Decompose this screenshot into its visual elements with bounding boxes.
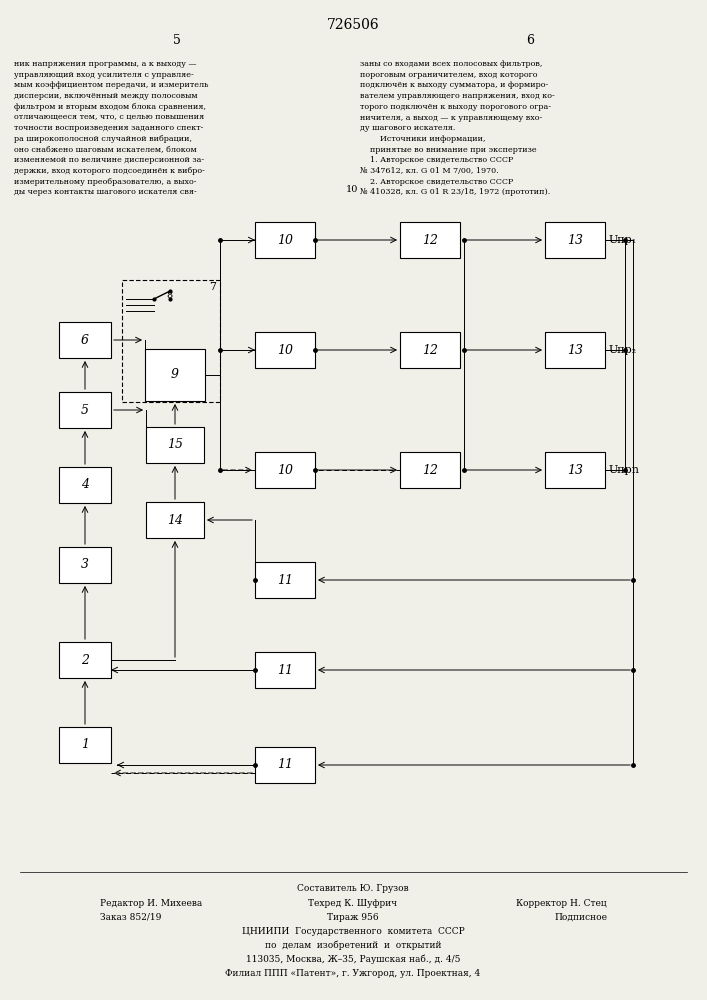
Text: 113035, Москва, Ж–35, Раушская наб., д. 4/5: 113035, Москва, Ж–35, Раушская наб., д. …	[246, 955, 460, 964]
Text: 10: 10	[277, 464, 293, 477]
Text: 13: 13	[567, 464, 583, 477]
Text: 10: 10	[346, 186, 358, 194]
Bar	[545, 452, 605, 488]
Text: 5: 5	[173, 33, 181, 46]
Text: ЦНИИПИ  Государственного  комитета  СССР: ЦНИИПИ Государственного комитета СССР	[242, 927, 464, 936]
Text: 8: 8	[166, 291, 172, 300]
Text: 10: 10	[277, 233, 293, 246]
Bar	[255, 452, 315, 488]
Text: Заказ 852/19: Заказ 852/19	[100, 913, 161, 922]
Text: Корректор Н. Стец: Корректор Н. Стец	[516, 899, 607, 908]
Text: 726506: 726506	[327, 18, 380, 32]
Text: 12: 12	[422, 464, 438, 477]
Text: 6: 6	[526, 33, 534, 46]
Bar	[59, 547, 111, 583]
Bar	[255, 332, 315, 368]
Bar	[545, 332, 605, 368]
Text: 13: 13	[567, 344, 583, 357]
Text: Uпр₂: Uпр₂	[609, 345, 637, 355]
Bar	[146, 502, 204, 538]
Text: Техред К. Шуфрич: Техред К. Шуфрич	[308, 899, 397, 908]
Text: Тираж 956: Тираж 956	[327, 913, 379, 922]
Text: заны со входами всех полосовых фильтров,
пороговым ограничителем, вход которого
: заны со входами всех полосовых фильтров,…	[360, 60, 555, 196]
Text: Uпр₁: Uпр₁	[609, 235, 637, 245]
Bar	[146, 427, 204, 463]
Bar	[59, 467, 111, 503]
Bar	[59, 322, 111, 358]
Bar	[59, 642, 111, 678]
Text: 7: 7	[209, 282, 216, 292]
Text: 9: 9	[171, 368, 179, 381]
Bar	[255, 652, 315, 688]
Text: 5: 5	[81, 403, 89, 416]
Bar	[59, 727, 111, 763]
Text: 11: 11	[277, 758, 293, 772]
Text: 12: 12	[422, 344, 438, 357]
Bar	[400, 452, 460, 488]
Text: 14: 14	[167, 514, 183, 526]
Text: 2: 2	[81, 654, 89, 666]
Text: Uпрn: Uпрn	[609, 465, 640, 475]
Text: ник напряжения программы, а к выходу —
управляющий вход усилителя с управляе-
мы: ник напряжения программы, а к выходу — у…	[14, 60, 209, 196]
Text: 11: 11	[277, 664, 293, 676]
Bar	[145, 349, 205, 401]
Bar	[400, 222, 460, 258]
Text: Филиал ППП «Патент», г. Ужгород, ул. Проектная, 4: Филиал ППП «Патент», г. Ужгород, ул. Про…	[226, 969, 481, 978]
Text: Подписное: Подписное	[554, 913, 607, 922]
Bar	[59, 392, 111, 428]
Text: 15: 15	[167, 438, 183, 452]
Bar	[400, 332, 460, 368]
Bar	[255, 562, 315, 598]
Text: 12: 12	[422, 233, 438, 246]
Text: Составитель Ю. Грузов: Составитель Ю. Грузов	[297, 884, 409, 893]
Text: 3: 3	[81, 558, 89, 572]
Bar	[255, 747, 315, 783]
Bar	[545, 222, 605, 258]
Text: 6: 6	[81, 334, 89, 347]
Text: Редактор И. Михеева: Редактор И. Михеева	[100, 899, 202, 908]
Text: 4: 4	[81, 479, 89, 491]
Text: 10: 10	[277, 344, 293, 357]
Text: 1: 1	[81, 738, 89, 752]
Text: 11: 11	[277, 574, 293, 586]
Bar	[255, 222, 315, 258]
Text: 13: 13	[567, 233, 583, 246]
Text: по  делам  изобретений  и  открытий: по делам изобретений и открытий	[264, 941, 441, 950]
